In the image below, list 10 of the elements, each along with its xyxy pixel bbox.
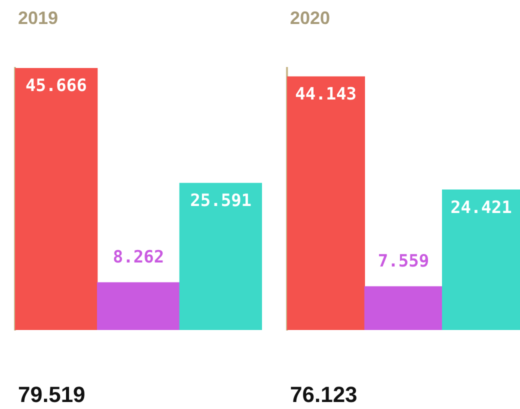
chart-title: 2019 (18, 8, 58, 28)
data-label: 8.262 (112, 248, 164, 268)
chart-title: 2020 (290, 8, 330, 28)
data-label: 45.666 (25, 76, 87, 96)
text: 79.519 (18, 382, 86, 407)
data-label: 24.421 (450, 198, 512, 218)
data-label: 44.143 (295, 84, 357, 105)
text: 76.123 (290, 382, 358, 407)
data-label: 7.559 (378, 252, 430, 272)
data-label: 25.591 (190, 191, 252, 212)
